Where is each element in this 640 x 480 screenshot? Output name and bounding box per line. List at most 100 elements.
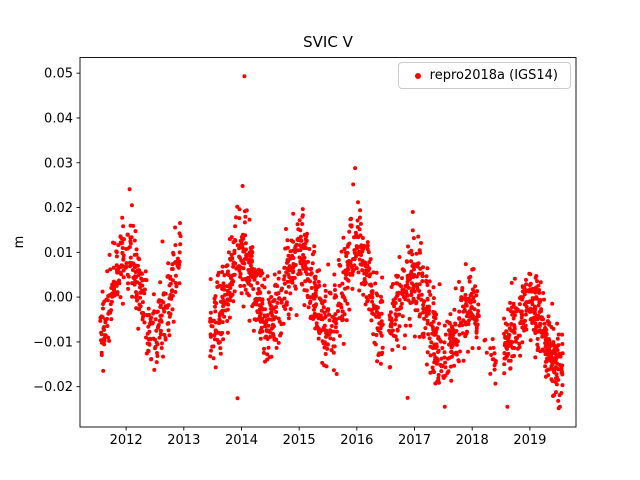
scatter-point	[340, 314, 345, 319]
scatter-point	[360, 249, 365, 254]
scatter-point	[390, 328, 395, 333]
scatter-point	[454, 329, 459, 333]
scatter-point	[218, 351, 223, 356]
scatter-point	[377, 315, 381, 320]
scatter-point	[347, 307, 352, 312]
scatter-point	[216, 330, 221, 335]
scatter-point	[265, 352, 270, 357]
scatter-point	[425, 266, 430, 271]
scatter-point	[433, 381, 438, 386]
scatter-point	[530, 321, 535, 325]
scatter-point	[411, 236, 416, 241]
scatter-point	[464, 296, 469, 301]
scatter-point	[468, 310, 473, 315]
scatter-point	[370, 299, 375, 304]
scatter-point	[461, 304, 465, 309]
scatter-point	[412, 289, 417, 294]
scatter-point	[560, 351, 565, 356]
scatter-point	[238, 271, 243, 276]
scatter-point	[551, 326, 556, 331]
scatter-point	[173, 243, 178, 248]
scatter-point	[556, 343, 561, 348]
scatter-point	[274, 310, 279, 314]
scatter-point	[512, 276, 517, 281]
scatter-point	[166, 310, 171, 315]
scatter-point	[321, 305, 326, 310]
scatter-point	[463, 320, 468, 325]
scatter-point	[366, 250, 371, 255]
scatter-point	[158, 303, 163, 308]
scatter-point	[409, 269, 414, 274]
scatter-point	[347, 241, 352, 246]
scatter-point	[414, 299, 419, 304]
scatter-point	[128, 223, 133, 228]
scatter-point	[427, 289, 432, 294]
scatter-point	[414, 274, 419, 279]
scatter-point	[166, 261, 171, 266]
scatter-point	[407, 316, 412, 321]
scatter-point	[263, 324, 268, 329]
scatter-point	[159, 346, 164, 350]
scatter-point	[326, 307, 331, 312]
scatter-point	[242, 257, 247, 261]
scatter-point	[459, 295, 464, 300]
scatter-point	[317, 330, 322, 335]
scatter-point	[545, 349, 550, 354]
scatter-point	[105, 324, 110, 328]
scatter-point	[157, 335, 162, 340]
scatter-point	[395, 328, 400, 333]
scatter-point	[266, 345, 271, 350]
scatter-point	[462, 308, 467, 313]
scatter-point	[356, 270, 361, 275]
scatter-point	[524, 289, 529, 293]
scatter-point	[216, 270, 221, 275]
scatter-point	[238, 284, 243, 288]
scatter-point	[115, 290, 120, 295]
scatter-point	[476, 302, 481, 307]
scatter-point	[247, 257, 252, 262]
scatter-point	[300, 207, 305, 212]
scatter-point	[538, 280, 543, 285]
scatter-point	[225, 319, 230, 323]
scatter-point	[177, 281, 182, 286]
scatter-point	[322, 310, 327, 315]
scatter-point	[113, 283, 118, 288]
scatter-point	[298, 271, 303, 276]
scatter-point	[327, 312, 331, 317]
scatter-point	[220, 294, 225, 299]
y-tick-label: 0.05	[44, 67, 73, 82]
scatter-point	[443, 332, 448, 337]
scatter-point	[208, 354, 213, 359]
scatter-point	[162, 291, 166, 296]
scatter-point	[133, 229, 138, 234]
scatter-point	[145, 313, 150, 318]
scatter-point	[235, 243, 240, 248]
scatter-point	[535, 336, 540, 341]
scatter-point	[209, 324, 214, 328]
scatter-point	[379, 311, 384, 316]
scatter-point	[397, 324, 402, 329]
scatter-point	[98, 318, 103, 323]
scatter-point	[282, 281, 287, 286]
scatter-point	[542, 297, 546, 302]
x-tick-label: 2015	[283, 433, 316, 448]
x-tick-label: 2016	[340, 433, 373, 448]
scatter-point	[457, 332, 462, 337]
scatter-point	[420, 274, 425, 279]
scatter-point	[105, 269, 110, 274]
scatter-point	[353, 166, 358, 171]
scatter-point	[449, 350, 454, 354]
scatter-point	[291, 239, 296, 244]
scatter-point	[142, 287, 147, 292]
scatter-point	[276, 316, 281, 321]
scatter-point	[308, 272, 313, 277]
legend-marker-icon	[414, 72, 421, 79]
scatter-point	[432, 352, 436, 357]
scatter-point	[389, 285, 394, 289]
scatter-point	[365, 243, 370, 248]
scatter-point	[290, 280, 295, 285]
scatter-point	[379, 294, 383, 299]
scatter-point	[466, 349, 470, 354]
scatter-point	[306, 305, 311, 310]
scatter-point	[242, 74, 247, 79]
